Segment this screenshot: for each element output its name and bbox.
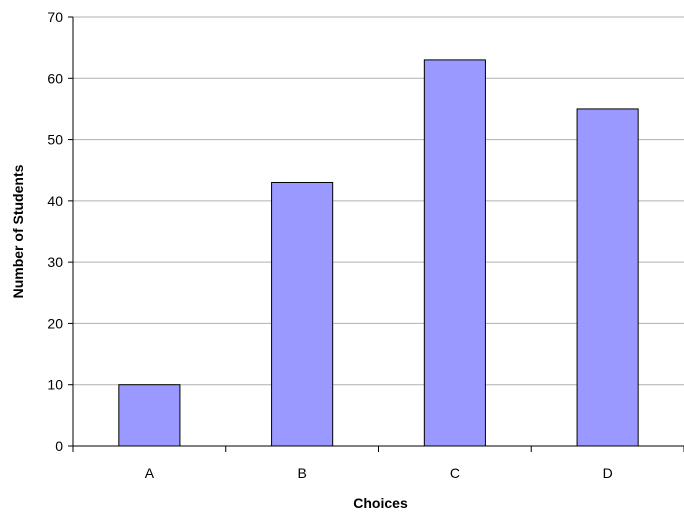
y-tick-label: 70 — [47, 9, 63, 25]
bar-c — [423, 59, 486, 447]
y-tick-label: 0 — [55, 438, 63, 454]
x-axis-ticks: A B C D — [72, 446, 684, 481]
grid-lines — [73, 16, 684, 386]
y-axis-ticks: 0 10 20 30 40 50 60 70 — [47, 9, 73, 454]
y-tick-label: 60 — [47, 70, 63, 86]
y-tick-label: 20 — [47, 315, 63, 331]
x-tick-label: C — [450, 465, 460, 481]
x-axis-title: Choices — [353, 495, 408, 511]
y-tick-label: 40 — [47, 193, 63, 209]
x-tick-label: B — [297, 465, 306, 481]
bar-d — [576, 108, 639, 447]
x-tick-label: D — [603, 465, 613, 481]
bar-b — [271, 181, 334, 447]
bars — [118, 59, 639, 447]
y-tick-label: 30 — [47, 254, 63, 270]
x-tick-label: A — [145, 465, 155, 481]
y-tick-label: 10 — [47, 377, 63, 393]
bar-a — [118, 384, 181, 447]
y-tick-label: 50 — [47, 132, 63, 148]
y-axis-title: Number of Students — [10, 164, 26, 298]
